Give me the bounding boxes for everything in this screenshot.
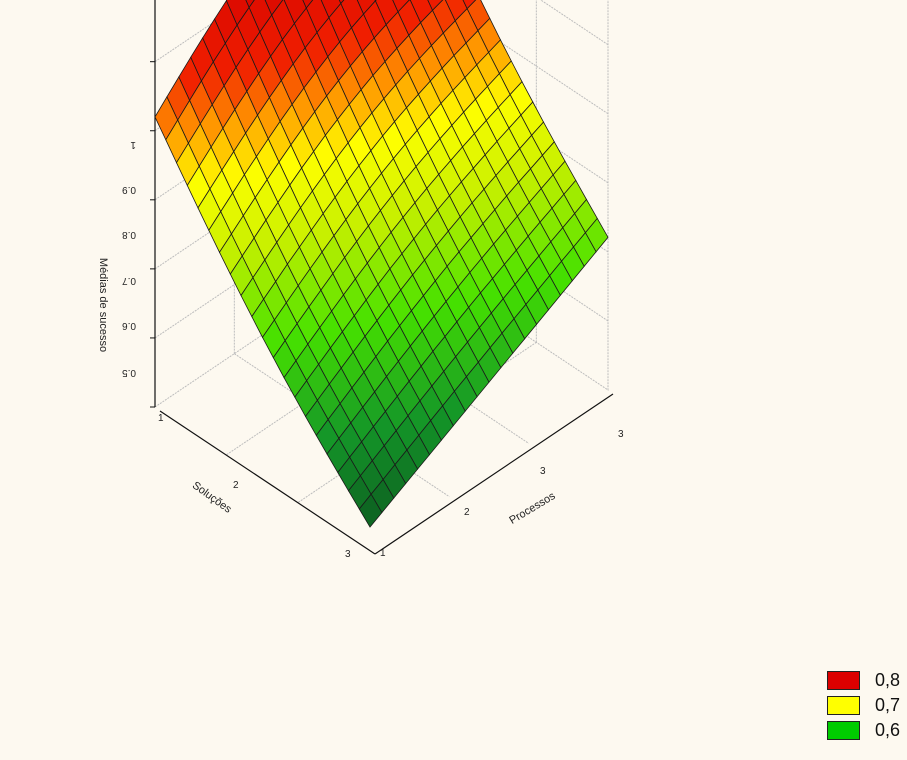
y-axis-line [374, 393, 614, 555]
legend-swatch [827, 671, 860, 690]
y-tick-label: 3 [618, 429, 624, 440]
legend-item: 0,8 [827, 668, 900, 693]
axes [150, 0, 614, 555]
y-tick-label: 3 [540, 466, 546, 477]
x-tick-label: 1 [158, 413, 164, 424]
x-tick-label: 2 [233, 480, 239, 491]
legend-item: 0,7 [827, 693, 900, 718]
x-tick-label: 3 [345, 549, 351, 560]
z-tick-label: 1 [130, 139, 136, 150]
z-tick-label: 0.7 [122, 275, 136, 286]
z-axis-title: Médias de sucesso [97, 258, 109, 352]
x-axis-title: Soluções [190, 479, 234, 516]
surface-cell [245, 0, 255, 9]
y-tick-label: 1 [380, 548, 386, 559]
z-tick-label: 0.9 [122, 184, 136, 195]
z-tick-label: 0.8 [122, 229, 136, 240]
legend-label: 0,7 [875, 695, 901, 715]
legend: 0,8 0,7 0,6 [827, 668, 900, 743]
legend-swatch [827, 721, 860, 740]
y-axis-title: Processos [507, 490, 558, 527]
legend-swatch [827, 696, 860, 715]
legend-item: 0,6 [827, 718, 900, 743]
legend-label: 0,8 [875, 670, 901, 690]
surface-cell [302, 0, 314, 9]
z-tick-label: 0.6 [122, 320, 136, 331]
y-tick-label: 2 [464, 507, 470, 518]
z-tick-label: 0.5 [122, 367, 136, 378]
legend-label: 0,6 [875, 720, 901, 740]
x-axis-line [159, 410, 376, 555]
surface-cell [358, 493, 383, 528]
surface-mesh [154, 0, 609, 528]
